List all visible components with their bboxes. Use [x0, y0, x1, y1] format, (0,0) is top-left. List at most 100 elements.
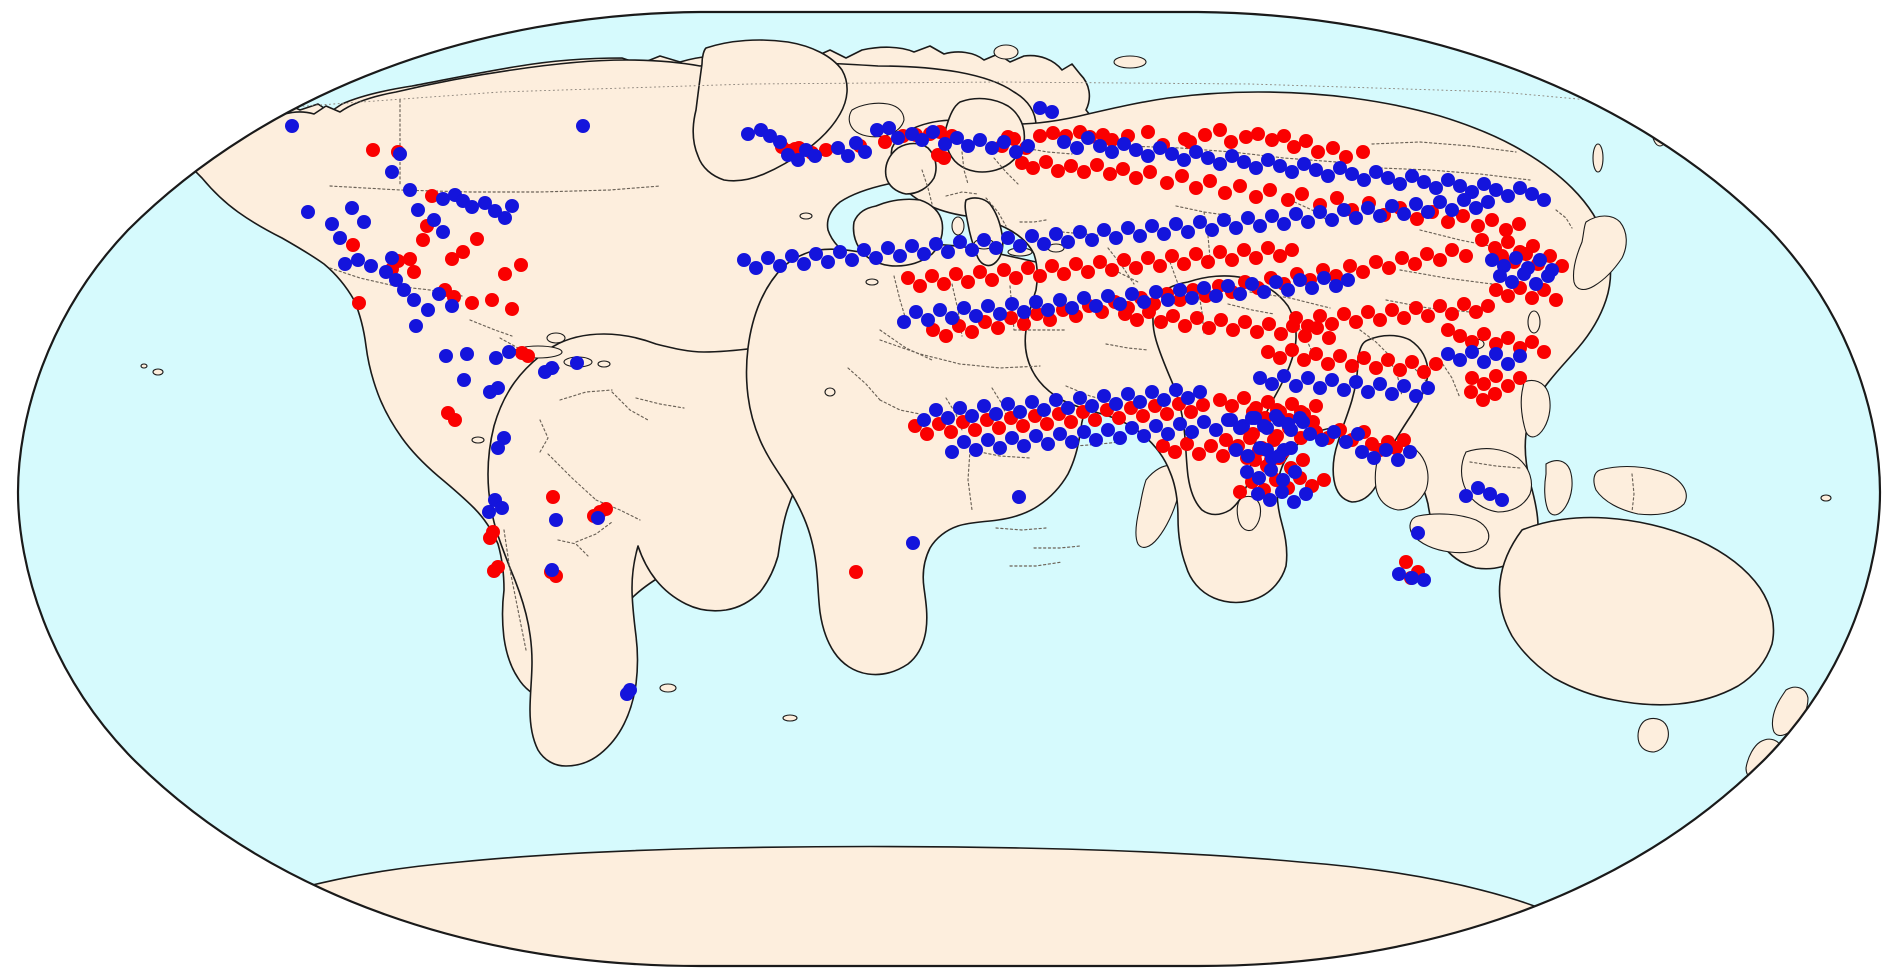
border-vietnam	[1439, 359, 1461, 399]
scatter-point-blue	[1252, 471, 1266, 485]
scatter-point-blue	[989, 241, 1003, 255]
scatter-point-red	[1190, 311, 1204, 325]
scatter-point-blue	[1351, 427, 1365, 441]
fiji-islands	[1820, 494, 1832, 502]
scatter-point-blue	[397, 283, 411, 297]
scatter-point-red	[1309, 347, 1323, 361]
scatter-point-blue	[1471, 481, 1485, 495]
scatter-point-red	[1141, 125, 1155, 139]
scatter-point-blue	[1405, 571, 1419, 585]
scatter-point-red	[1226, 323, 1240, 337]
scatter-point-blue	[1137, 295, 1151, 309]
scatter-point-blue	[1260, 443, 1274, 457]
scatter-point-blue	[1245, 277, 1259, 291]
scatter-point-red	[1243, 431, 1257, 445]
scatter-point-red	[1441, 215, 1455, 229]
border-chile-argentina	[503, 529, 527, 651]
scatter-point-blue	[1525, 187, 1539, 201]
scatter-point-blue	[1213, 157, 1227, 171]
scatter-point-blue	[1513, 349, 1527, 363]
scatter-point-blue	[364, 259, 378, 273]
scatter-point-blue	[1337, 203, 1351, 217]
scatter-point-blue	[545, 563, 559, 577]
scatter-point-red	[1033, 129, 1047, 143]
border-sudan-ethiopia	[1065, 385, 1113, 403]
scatter-point-red	[1489, 283, 1503, 297]
scatter-point-blue	[989, 407, 1003, 421]
scatter-point-blue	[1301, 371, 1315, 385]
scatter-point-red	[944, 425, 958, 439]
scatter-point-red	[1045, 259, 1059, 273]
scatter-point-blue	[482, 505, 496, 519]
scatter-point-blue	[1264, 463, 1278, 477]
scatter-point-blue	[393, 147, 407, 161]
scatter-point-red	[1160, 407, 1174, 421]
scatter-point-blue	[1109, 397, 1123, 411]
scatter-point-blue	[1109, 231, 1123, 245]
scatter-point-blue	[1385, 387, 1399, 401]
map-frame-outline	[16, 10, 1882, 968]
scatter-point-red	[1361, 305, 1375, 319]
scatter-point-blue	[1253, 219, 1267, 233]
scatter-point-red	[1326, 141, 1340, 155]
scatter-point-blue	[957, 301, 971, 315]
scatter-point-blue	[1495, 493, 1509, 507]
scatter-point-red	[1296, 453, 1310, 467]
scatter-point-blue	[1205, 223, 1219, 237]
scatter-point-blue	[849, 136, 863, 150]
scatter-point-blue	[1049, 393, 1063, 407]
scatter-point-blue	[1293, 411, 1307, 425]
scatter-point-blue	[1281, 283, 1295, 297]
scatter-point-red	[1117, 253, 1131, 267]
scatter-point-blue	[1201, 151, 1215, 165]
scatter-point-red	[1409, 301, 1423, 315]
scatter-point-blue	[389, 273, 403, 287]
scatter-point-blue	[1012, 490, 1026, 504]
scatter-point-blue	[1173, 417, 1187, 431]
scatter-point-blue	[1369, 165, 1383, 179]
scatter-point-blue	[977, 399, 991, 413]
scatter-point-red	[961, 275, 975, 289]
scatter-point-blue	[1397, 379, 1411, 393]
scatter-point-blue	[1337, 383, 1351, 397]
border-drc-2	[967, 449, 973, 511]
scatter-point-red	[1385, 303, 1399, 317]
scatter-point-blue	[906, 536, 920, 550]
scatter-point-red	[1393, 363, 1407, 377]
scatter-point-red	[1399, 555, 1413, 569]
scatter-point-blue	[409, 319, 423, 333]
scatter-point-red	[949, 267, 963, 281]
scatter-point-blue	[997, 135, 1011, 149]
scatter-point-blue	[973, 133, 987, 147]
scatter-point-blue	[1299, 487, 1313, 501]
scatter-point-red	[1287, 140, 1301, 154]
scatter-point-blue	[1113, 431, 1127, 445]
scatter-point-red	[1166, 309, 1180, 323]
taiwan-island	[1527, 310, 1541, 334]
scatter-point-red	[991, 321, 1005, 335]
scatter-point-red	[1453, 329, 1467, 343]
scatter-point-red	[1064, 415, 1078, 429]
scatter-point-blue	[457, 373, 471, 387]
scatter-point-red	[1322, 331, 1336, 345]
scatter-point-red	[1469, 305, 1483, 319]
scatter-point-red	[1214, 313, 1228, 327]
scatter-point-blue	[1161, 293, 1175, 307]
scatter-point-blue	[1161, 427, 1175, 441]
scatter-point-blue	[891, 131, 905, 145]
scatter-point-blue	[325, 217, 339, 231]
scatter-point-red	[505, 302, 519, 316]
scatter-point-blue	[1149, 285, 1163, 299]
scatter-point-red	[1329, 269, 1343, 283]
scatter-point-red	[1273, 351, 1287, 365]
scatter-point-red	[1301, 319, 1315, 333]
scatter-point-red	[1343, 259, 1357, 273]
scatter-point-red	[1184, 405, 1198, 419]
scatter-point-red	[1525, 291, 1539, 305]
scatter-point-blue	[957, 435, 971, 449]
scatter-point-red	[1069, 257, 1083, 271]
scatter-point-red	[1189, 247, 1203, 261]
scatter-point-blue	[1513, 181, 1527, 195]
scatter-point-blue	[1145, 385, 1159, 399]
scatter-point-red	[1525, 335, 1539, 349]
